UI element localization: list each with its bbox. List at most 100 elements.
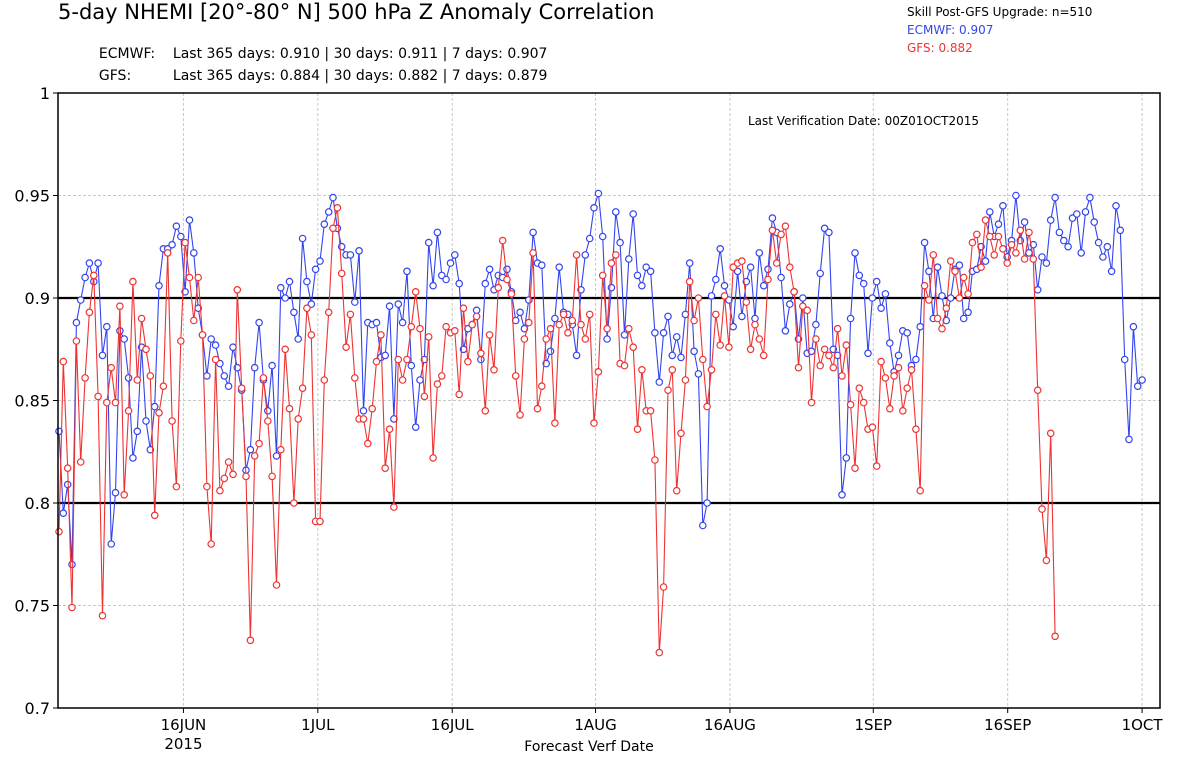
ecmwf-point <box>416 376 424 384</box>
ecmwf-point <box>1055 228 1064 237</box>
ecmwf-point <box>285 277 294 286</box>
gfs-point <box>455 390 464 399</box>
gfs-point <box>842 341 851 349</box>
gfs-point <box>464 357 472 366</box>
gfs-point <box>942 304 951 313</box>
ecmwf-point <box>124 374 133 382</box>
ecmwf-point <box>524 296 533 304</box>
ecmwf-point <box>155 281 163 290</box>
ecmwf-point <box>424 238 433 247</box>
gfs-point <box>190 316 198 325</box>
ecmwf-point <box>594 189 603 198</box>
gfs-point <box>116 302 124 311</box>
gfs-point <box>698 355 707 364</box>
gfs-point <box>977 263 985 272</box>
x-tick-label: 16SEP <box>984 716 1031 734</box>
gfs-point <box>611 251 620 259</box>
gfs-point <box>485 331 494 339</box>
gfs-point <box>324 308 333 317</box>
ecmwf-point <box>785 300 794 308</box>
gfs-point <box>872 462 881 470</box>
ecmwf-point <box>359 406 368 415</box>
gfs-point <box>790 287 798 296</box>
y-tick-label: 0.8 <box>25 494 50 513</box>
ecmwf-point <box>177 232 185 241</box>
gfs-point <box>294 415 303 423</box>
ecmwf-point <box>229 343 237 352</box>
gfs-point <box>720 292 729 300</box>
gfs-point <box>137 314 146 323</box>
gfs-point <box>150 511 159 520</box>
x-tick-label: 1AUG <box>574 716 616 734</box>
ecmwf-point <box>646 267 655 276</box>
ecmwf-point <box>372 318 381 327</box>
gfs-stat-model: GFS: <box>98 68 132 84</box>
gfs-point <box>290 499 298 507</box>
ecmwf-point <box>938 292 946 300</box>
ecmwf-point <box>955 261 964 270</box>
ecmwf-point <box>207 335 216 343</box>
gfs-stat-values: Last 365 days: 0.884 | 30 days: 0.882 | … <box>172 68 548 84</box>
ecmwf-point <box>1125 435 1133 444</box>
gfs-point <box>655 648 664 657</box>
gfs-point <box>350 374 359 382</box>
ecmwf-point <box>1073 210 1081 218</box>
x-tick-label: 16AUG <box>704 716 756 734</box>
ecmwf-point <box>263 406 272 415</box>
gfs-point <box>681 376 690 384</box>
gfs-point <box>120 490 129 499</box>
gfs-point <box>337 269 346 278</box>
gfs-point <box>346 310 355 319</box>
ecmwf-point <box>781 326 790 335</box>
gfs-point <box>203 482 211 491</box>
gfs-point <box>742 298 751 306</box>
gfs-point <box>1012 249 1020 257</box>
gfs-point <box>229 470 237 479</box>
gfs-point <box>703 402 711 411</box>
ecmwf-point <box>298 234 307 243</box>
ecmwf-point <box>442 275 450 284</box>
ecmwf-point <box>316 257 324 265</box>
gfs-point <box>881 374 890 382</box>
y-tick-label: 0.95 <box>14 187 50 206</box>
gfs-point <box>885 404 894 413</box>
ecmwf-line <box>58 193 1143 565</box>
ecmwf-point <box>629 210 638 218</box>
gfs-point <box>403 355 411 364</box>
ecmwf-point <box>329 193 337 202</box>
gfs-point <box>281 345 290 354</box>
gfs-point <box>220 474 229 483</box>
ecmwf-point <box>203 372 211 380</box>
ecmwf-point <box>1138 376 1146 384</box>
ecmwf-point <box>838 490 846 499</box>
gfs-point <box>211 355 220 364</box>
ecmwf-point <box>324 208 333 216</box>
gfs-point <box>1003 259 1012 267</box>
gfs-point <box>955 294 964 302</box>
ecmwf-point <box>812 320 820 329</box>
ecmwf-point <box>1020 218 1029 226</box>
gfs-point <box>511 372 520 380</box>
gfs-point <box>398 376 407 384</box>
gfs-point <box>194 273 203 282</box>
gfs-point <box>1051 632 1059 641</box>
gfs-point <box>224 458 233 466</box>
gfs-point <box>363 439 372 448</box>
gfs-point <box>907 365 916 374</box>
y-tick-label: 0.85 <box>14 392 50 411</box>
ecmwf-point <box>146 445 155 454</box>
ecmwf-point <box>703 499 711 507</box>
gfs-point <box>542 335 551 343</box>
gfs-point <box>372 357 381 366</box>
last-verification-annotation: Last Verification Date: 00Z01OCT2015 <box>748 114 979 128</box>
x-tick-label: 1JUL <box>301 716 335 734</box>
ecmwf-point <box>129 454 137 462</box>
gfs-point <box>516 411 524 419</box>
ecmwf-point <box>959 314 968 323</box>
gfs-point <box>468 320 477 329</box>
ecmwf-point <box>855 271 864 280</box>
gfs-point <box>207 540 216 548</box>
ecmwf-point <box>485 265 494 274</box>
gfs-point <box>633 425 642 434</box>
ecmwf-point <box>1081 208 1090 216</box>
